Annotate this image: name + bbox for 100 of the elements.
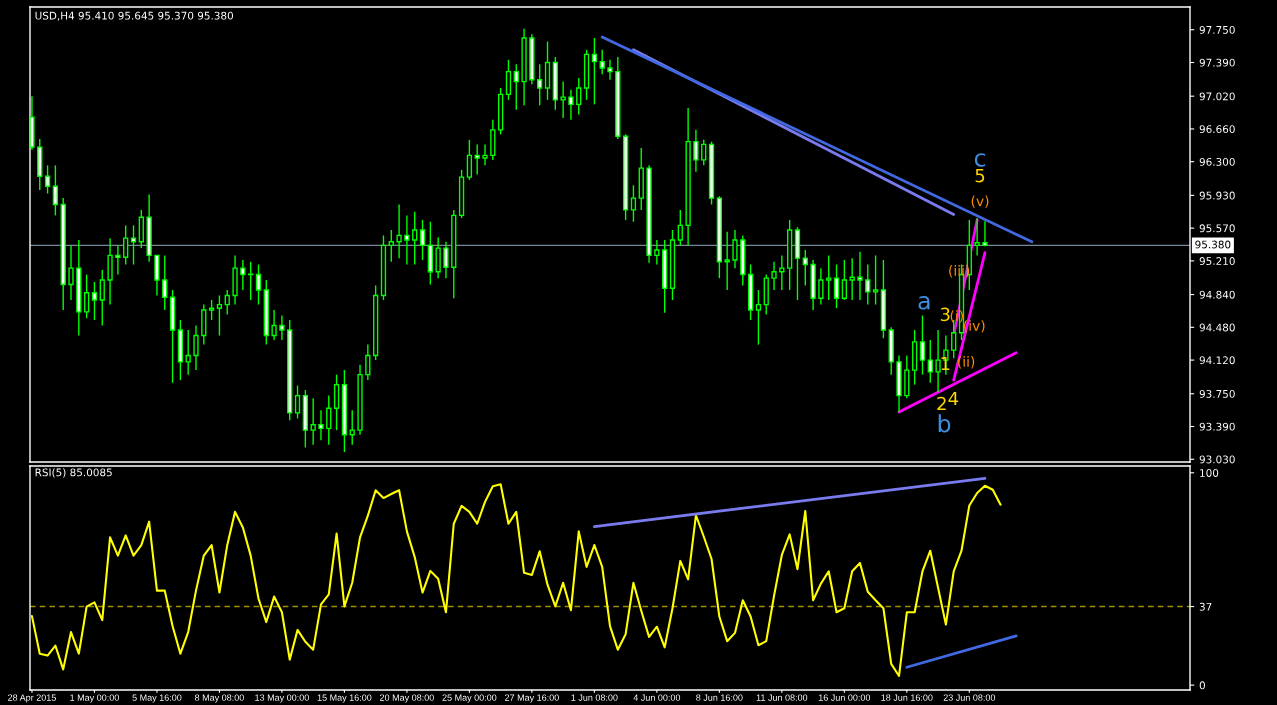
candlestick	[310, 397, 316, 446]
candlestick	[99, 269, 105, 327]
candlestick	[505, 59, 512, 101]
chart-title: USD,H4 95.410 95.645 95.370 95.380	[35, 11, 234, 21]
candlestick	[771, 261, 777, 291]
candlestick	[935, 329, 941, 393]
candlestick	[419, 219, 426, 261]
y-tick-label: 96.300	[1199, 157, 1235, 166]
candlestick	[865, 263, 871, 306]
candlestick	[849, 257, 855, 301]
candlestick	[513, 63, 519, 111]
candlestick	[193, 324, 199, 371]
y-tick-label: 93.750	[1199, 389, 1235, 398]
candlestick	[474, 143, 480, 176]
candlestick	[833, 263, 840, 309]
candlestick	[271, 309, 277, 341]
y-tick-label: 97.390	[1199, 58, 1235, 67]
candlestick	[412, 211, 418, 266]
annotation: 5	[975, 168, 985, 183]
candlestick	[83, 273, 90, 319]
y-tick-label: 0	[1199, 681, 1205, 690]
candlestick	[333, 373, 340, 431]
candlestick	[466, 139, 473, 181]
x-tick-label: 1 May 00:00	[70, 694, 119, 703]
candlestick	[248, 261, 254, 301]
candlestick	[91, 281, 98, 321]
y-tick-label: 93.030	[1199, 455, 1235, 464]
candlestick	[443, 241, 449, 279]
candlestick	[576, 77, 582, 116]
candlestick	[52, 164, 59, 217]
candlestick	[818, 267, 824, 306]
y-tick-label: 93.390	[1199, 422, 1235, 431]
annotation: 2	[937, 396, 946, 411]
y-tick-label: 94.120	[1199, 356, 1235, 365]
candlestick	[318, 409, 324, 441]
candlestick	[388, 229, 394, 263]
candlestick	[435, 236, 441, 279]
candlestick	[396, 203, 402, 259]
candlestick	[482, 143, 488, 167]
x-tick-label: 1 Jun 08:00	[571, 694, 618, 701]
annotation: 3	[940, 307, 950, 322]
x-tick-label: 28 Apr 2015	[8, 694, 56, 703]
candlestick	[591, 37, 598, 106]
candlestick	[294, 384, 301, 420]
x-tick-label: 18 Jun 16:00	[881, 694, 933, 701]
candlestick	[162, 254, 168, 311]
x-tick-label: 11 Jun 08:00	[756, 694, 808, 701]
candlestick	[779, 254, 785, 291]
candlestick	[974, 217, 980, 257]
candlestick	[115, 244, 121, 276]
x-tick-label: 16 Jun 00:00	[818, 694, 871, 701]
candlestick	[982, 220, 988, 248]
annotation: (v)	[971, 195, 989, 208]
annotation: c	[974, 153, 986, 167]
candlestick	[607, 59, 613, 81]
line-series	[30, 483, 1002, 678]
y-tick-label: 97.750	[1199, 25, 1235, 34]
candlestick	[560, 80, 566, 119]
candlestick	[826, 254, 832, 301]
y-tick-label: 95.570	[1199, 224, 1235, 233]
chart-title: RSI(5) 85.0085	[35, 468, 112, 478]
candlestick	[365, 343, 371, 381]
candlestick	[537, 63, 543, 106]
candlestick	[802, 249, 808, 287]
candlestick	[68, 244, 74, 301]
candlestick	[185, 329, 191, 376]
candlestick	[755, 289, 762, 346]
y-tick-label: 100	[1200, 469, 1219, 477]
y-tick-label: 94.840	[1199, 290, 1235, 299]
x-tick-label: 27 May 16:00	[504, 694, 559, 703]
candlestick	[326, 394, 332, 446]
x-tick-label: 15 May 16:00	[317, 694, 372, 703]
candlestick	[404, 214, 410, 266]
x-tick-label: 13 May 00:00	[255, 694, 309, 703]
candlestick	[568, 89, 574, 121]
candlestick	[677, 209, 683, 247]
candlestick	[279, 314, 285, 341]
y-tick-label: 95.930	[1199, 191, 1235, 200]
candlestick	[857, 251, 863, 301]
y-tick-label: 95.210	[1199, 257, 1235, 265]
y-tick-label: 96.660	[1199, 125, 1235, 134]
candlestick	[841, 259, 847, 301]
x-tick-label: 5 May 16:00	[132, 694, 182, 703]
x-tick-label: 8 May 08:00	[194, 694, 244, 703]
y-tick-label: 37	[1199, 602, 1212, 611]
x-tick-label: 25 May 00:00	[442, 694, 497, 703]
x-tick-label: 8 Jun 16:00	[696, 694, 743, 701]
candlestick	[255, 263, 262, 306]
annotation: 4	[948, 391, 959, 406]
candlestick	[693, 129, 699, 173]
candlestick	[224, 289, 230, 316]
candlestick	[240, 259, 246, 291]
candlestick	[724, 231, 730, 291]
x-tick-label: 23 Jun 08:00	[943, 694, 996, 701]
annotation: a	[918, 296, 930, 310]
x-tick-label: 20 May 08:00	[380, 694, 434, 703]
candlestick	[44, 164, 51, 195]
candlestick	[701, 139, 707, 167]
candlestick	[732, 229, 738, 269]
candlestick	[919, 314, 926, 376]
